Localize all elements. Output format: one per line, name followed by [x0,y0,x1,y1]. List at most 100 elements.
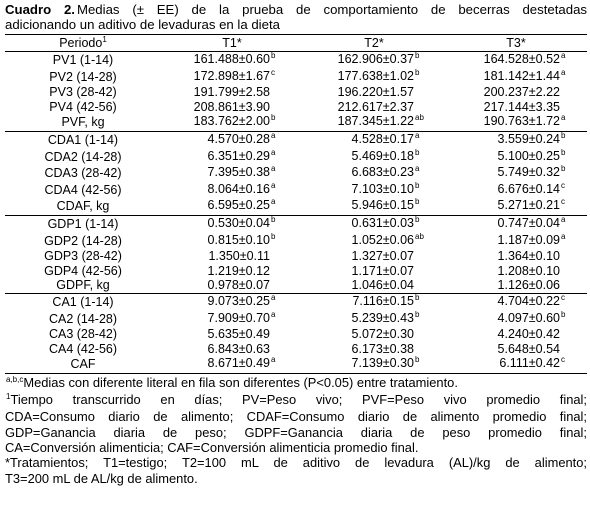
cell-value: 0.530±0.04b [161,214,303,233]
cell-value: 7.395±0.38a [161,164,303,182]
table-header-row: Periodo1 T1* T2* T3* [5,34,587,52]
table-row: GDPF, kg 0.978±0.07 1.046±0.04 1.126±0.06 [5,278,587,293]
note-abbreviations-marker: 1 [6,392,11,402]
row-label: PV4 (42-56) [49,99,117,114]
cell-value: 6.683±0.23a [303,164,445,182]
cell-value: 1.364±0.10 [445,249,587,264]
row-label: CDAF, kg [56,199,110,214]
significance-letter: a [561,51,566,60]
table-row: PV1 (1-14) 161.488±0.60b 162.906±0.37b 164.… [5,51,587,69]
significance-letter: a [271,130,276,140]
column-header-3: T3* [445,34,587,52]
mean-value: 8.064±0.16 [207,181,270,196]
cell-value: 196.220±1.57 [303,85,445,100]
cell-value: 0.747±0.04a [445,214,587,233]
mean-value: 187.345±1.22 [337,114,414,129]
significance-letter: a [271,309,276,319]
significance-letter: c [561,197,565,207]
significance-letter: b [271,51,276,60]
significance-letter: b [271,214,276,224]
cell-value: 187.345±1.22ab [303,113,445,131]
results-table: Periodo1 T1* T2* T3* PV1 (1-14) 161.488±0.60… [5,34,587,374]
mean-value: 6.111±0.42 [499,356,560,371]
cell-value: 183.762±2.00b [161,113,303,131]
mean-value: 6.843±0.63 [207,341,270,356]
cell-value: 1.046±0.04 [303,278,445,293]
significance-letter: b [561,130,566,140]
table-row: GDP4 (42-56) 1.219±0.12 1.171±0.07 1.208±0.… [5,264,587,279]
mean-value: 0.815±0.10 [207,232,270,247]
significance-letter: a [271,197,276,207]
significance-letter: a [561,214,566,224]
mean-value: 0.978±0.07 [207,278,270,293]
table-row: GDP2 (14-28) 0.815±0.10b 1.052±0.06ab 1.187… [5,231,587,250]
cell-value: 8.064±0.16a [161,181,303,199]
table-row: PV2 (14-28) 172.898±1.67c 177.638±1.02b 181… [5,67,587,86]
cell-value: 164.528±0.52a [445,51,587,69]
table-row: GDP1 (1-14) 0.530±0.04b 0.631±0.03b 0.747±0… [5,214,587,233]
cell-value: 4.528±0.17a [303,130,445,149]
cell-value: 6.111±0.42c [445,355,587,374]
row-label: PV1 (1-14) [52,53,114,67]
significance-letter: ab [415,231,424,241]
cell-value: 1.350±0.11 [161,249,303,264]
cell-value: 3.559±0.24b [445,130,587,149]
mean-value: 200.237±2.22 [483,85,560,100]
cell-value: 5.648±0.54 [445,342,587,357]
mean-value: 1.171±0.07 [351,263,414,278]
mean-value: 161.488±0.60 [193,52,270,66]
mean-value: 1.219±0.12 [207,263,270,278]
mean-value: 5.946±0.15 [351,198,414,213]
mean-value: 6.351±0.29 [207,148,270,163]
cell-value: 162.906±0.37b [303,51,445,69]
cell-value: 7.139±0.30b [303,355,445,374]
mean-value: 6.173±0.38 [351,341,414,356]
cell-value: 5.239±0.43b [303,310,445,328]
table-notes: a,b,cMedias con diferente literal en fil… [5,375,587,486]
row-label: PV3 (28-42) [49,85,117,100]
row-label: GDP1 (1-14) [5,214,161,233]
mean-value: 7.909±0.70 [207,310,270,325]
cell-value: 6.351±0.29a [161,148,303,166]
significance-letter: a [415,130,420,140]
cell-value: 0.978±0.07 [161,278,303,293]
note-significance: a,b,cMedias con diferente literal en fil… [5,375,587,392]
mean-value: 196.220±1.57 [337,85,414,100]
note-significance-marker: a,b,c [6,374,24,384]
significance-letter: c [271,67,275,77]
mean-value: 9.073±0.25 [207,293,270,308]
row-label: CA1 (1-14) [5,292,161,311]
mean-value: 6.676±0.14 [497,181,560,196]
significance-letter: b [271,113,276,123]
cell-value: 6.595±0.25a [161,197,303,215]
significance-letter: b [561,164,566,174]
mean-value: 162.906±0.37 [337,52,414,66]
cell-value: 177.638±1.02b [303,68,445,86]
cell-value: 4.097±0.60b [445,310,587,328]
significance-letter: b [271,231,276,241]
mean-value: 5.648±0.54 [497,341,560,356]
row-label: CA2 (14-28) [48,311,118,326]
cell-value: 217.144±3.35 [445,100,587,115]
note-significance-text: Medias con diferente literal en fila son… [23,374,458,390]
cell-value: 1.219±0.12 [161,264,303,279]
cell-value: 6.676±0.14c [445,181,587,199]
row-label: GDP2 (14-28) [44,233,122,248]
cell-value: 7.103±0.10b [303,181,445,199]
table-row: PV4 (42-56) 208.861±3.90 212.617±2.37 217.1… [5,100,587,115]
cell-value: 4.240±0.42 [445,327,587,342]
cell-value: 212.617±2.37 [303,100,445,115]
table-row: CDA1 (1-14) 4.570±0.28a 4.528±0.17a 3.559±0… [5,130,587,149]
table-row: CAF 8.671±0.49a 7.139±0.30b 6.111±0.42c [5,355,587,374]
footnote-marker: 1 [102,34,107,44]
cell-value: 161.488±0.60b [161,51,303,69]
note-abbreviations-line-3: GDP=Ganancia diaria de peso; GDPF=Gananc… [5,424,587,440]
row-label: CA3 (28-42) [48,327,118,342]
mean-value: 5.239±0.43 [351,310,414,325]
mean-value: 4.570±0.28 [207,131,270,146]
table-row: PV3 (28-42) 191.799±2.58 196.220±1.57 200.2… [5,85,587,100]
note-abbreviations-text-1: Tiempo transcurrido en días; PV=Peso viv… [10,392,587,408]
note-treatments-line-1: *Tratamientos; T1=testigo; T2=100 mL de … [5,455,587,471]
cell-value: 0.631±0.03b [303,214,445,233]
